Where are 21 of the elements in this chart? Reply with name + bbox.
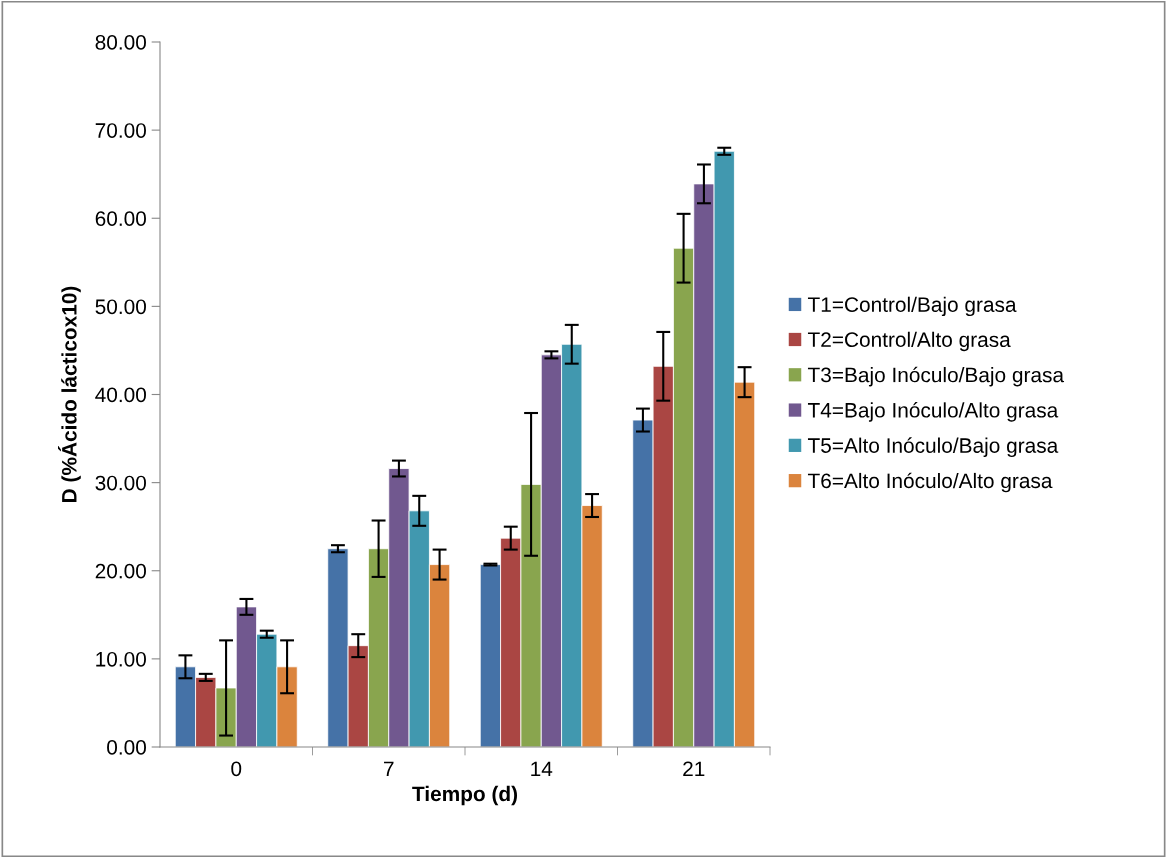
x-axis-title: Tiempo (d) bbox=[412, 785, 518, 806]
legend-label: T5=Alto Inóculo/Bajo grasa bbox=[807, 437, 1059, 458]
legend-label: T6=Alto Inóculo/Alto grasa bbox=[807, 472, 1053, 493]
legend-label: T4=Bajo Inóculo/Alto grasa bbox=[807, 402, 1059, 422]
y-tick-label: 80.00 bbox=[95, 35, 146, 50]
x-tick-label: 0 bbox=[231, 761, 242, 777]
y-axis-title: D (%Ácido lácticox10) bbox=[58, 286, 81, 502]
y-tick-label: 20.00 bbox=[95, 563, 146, 579]
legend-label: T3=Bajo Inóculo/Bajo grasa bbox=[807, 366, 1065, 387]
y-tick-label: 40.00 bbox=[95, 387, 146, 403]
y-tick-label: 30.00 bbox=[95, 475, 146, 491]
y-tick-label: 50.00 bbox=[95, 299, 146, 315]
x-tick-label: 21 bbox=[683, 761, 705, 776]
legend-label: T2=Control/Alto grasa bbox=[807, 331, 1011, 352]
y-tick-label: 70.00 bbox=[95, 123, 146, 138]
legend-label: T1=Control/Bajo grasa bbox=[807, 296, 1017, 317]
y-tick-label: 0.00 bbox=[107, 740, 146, 755]
y-tick-label: 60.00 bbox=[95, 211, 146, 226]
y-tick-label: 10.00 bbox=[96, 651, 146, 667]
x-tick-label: 7 bbox=[384, 761, 394, 776]
x-tick-label: 14 bbox=[531, 761, 553, 776]
